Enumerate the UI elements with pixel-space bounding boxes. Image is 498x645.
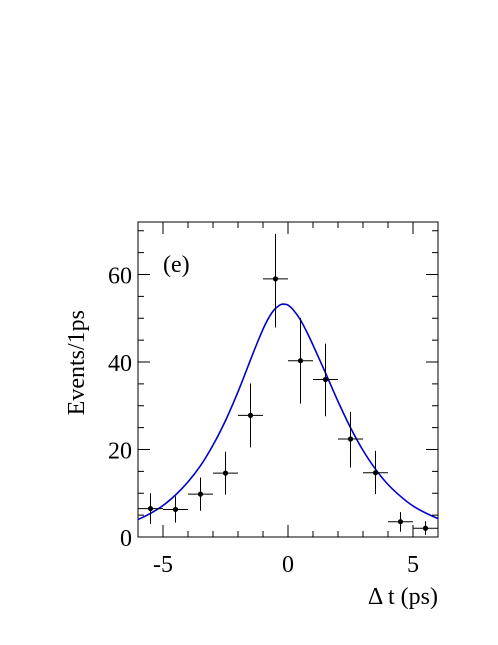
data-point bbox=[363, 450, 388, 495]
y-tick-label: 0 bbox=[120, 526, 132, 552]
data-point bbox=[313, 343, 338, 417]
data-marker bbox=[222, 470, 229, 476]
data-point bbox=[163, 496, 188, 523]
axis-ticks: -5 0 5 0 20 40 60 bbox=[108, 222, 439, 578]
data-marker bbox=[322, 376, 329, 383]
data-marker bbox=[247, 412, 254, 418]
y-tick-label: 20 bbox=[108, 439, 132, 465]
x-tick-label: 5 bbox=[407, 552, 419, 578]
fit-curve-layer bbox=[137, 303, 439, 521]
data-marker bbox=[272, 276, 279, 282]
data-point bbox=[288, 317, 313, 404]
y-tick-label: 40 bbox=[108, 351, 132, 377]
data-point bbox=[213, 451, 238, 495]
data-point bbox=[338, 411, 363, 468]
data-points-layer bbox=[138, 233, 438, 535]
y-tick-label: 60 bbox=[108, 264, 132, 290]
x-tick-label: -5 bbox=[153, 552, 173, 578]
data-marker bbox=[297, 358, 304, 364]
x-axis-title: Δ t (ps) bbox=[368, 584, 438, 610]
x-tick-label: 0 bbox=[282, 552, 294, 578]
data-marker bbox=[397, 519, 404, 525]
data-point bbox=[413, 521, 438, 535]
panel-annotation: (e) bbox=[163, 252, 190, 278]
data-marker bbox=[347, 436, 354, 442]
data-marker bbox=[172, 506, 179, 513]
data-point bbox=[388, 512, 413, 532]
fit-curve bbox=[137, 303, 439, 521]
data-marker bbox=[422, 525, 429, 531]
data-marker bbox=[372, 470, 379, 476]
data-point bbox=[238, 383, 263, 448]
data-point bbox=[138, 493, 163, 524]
y-axis-title: Events/1ps bbox=[64, 310, 90, 415]
data-point bbox=[263, 233, 288, 328]
data-marker bbox=[147, 505, 154, 512]
data-marker bbox=[197, 491, 204, 497]
data-point bbox=[188, 477, 213, 511]
